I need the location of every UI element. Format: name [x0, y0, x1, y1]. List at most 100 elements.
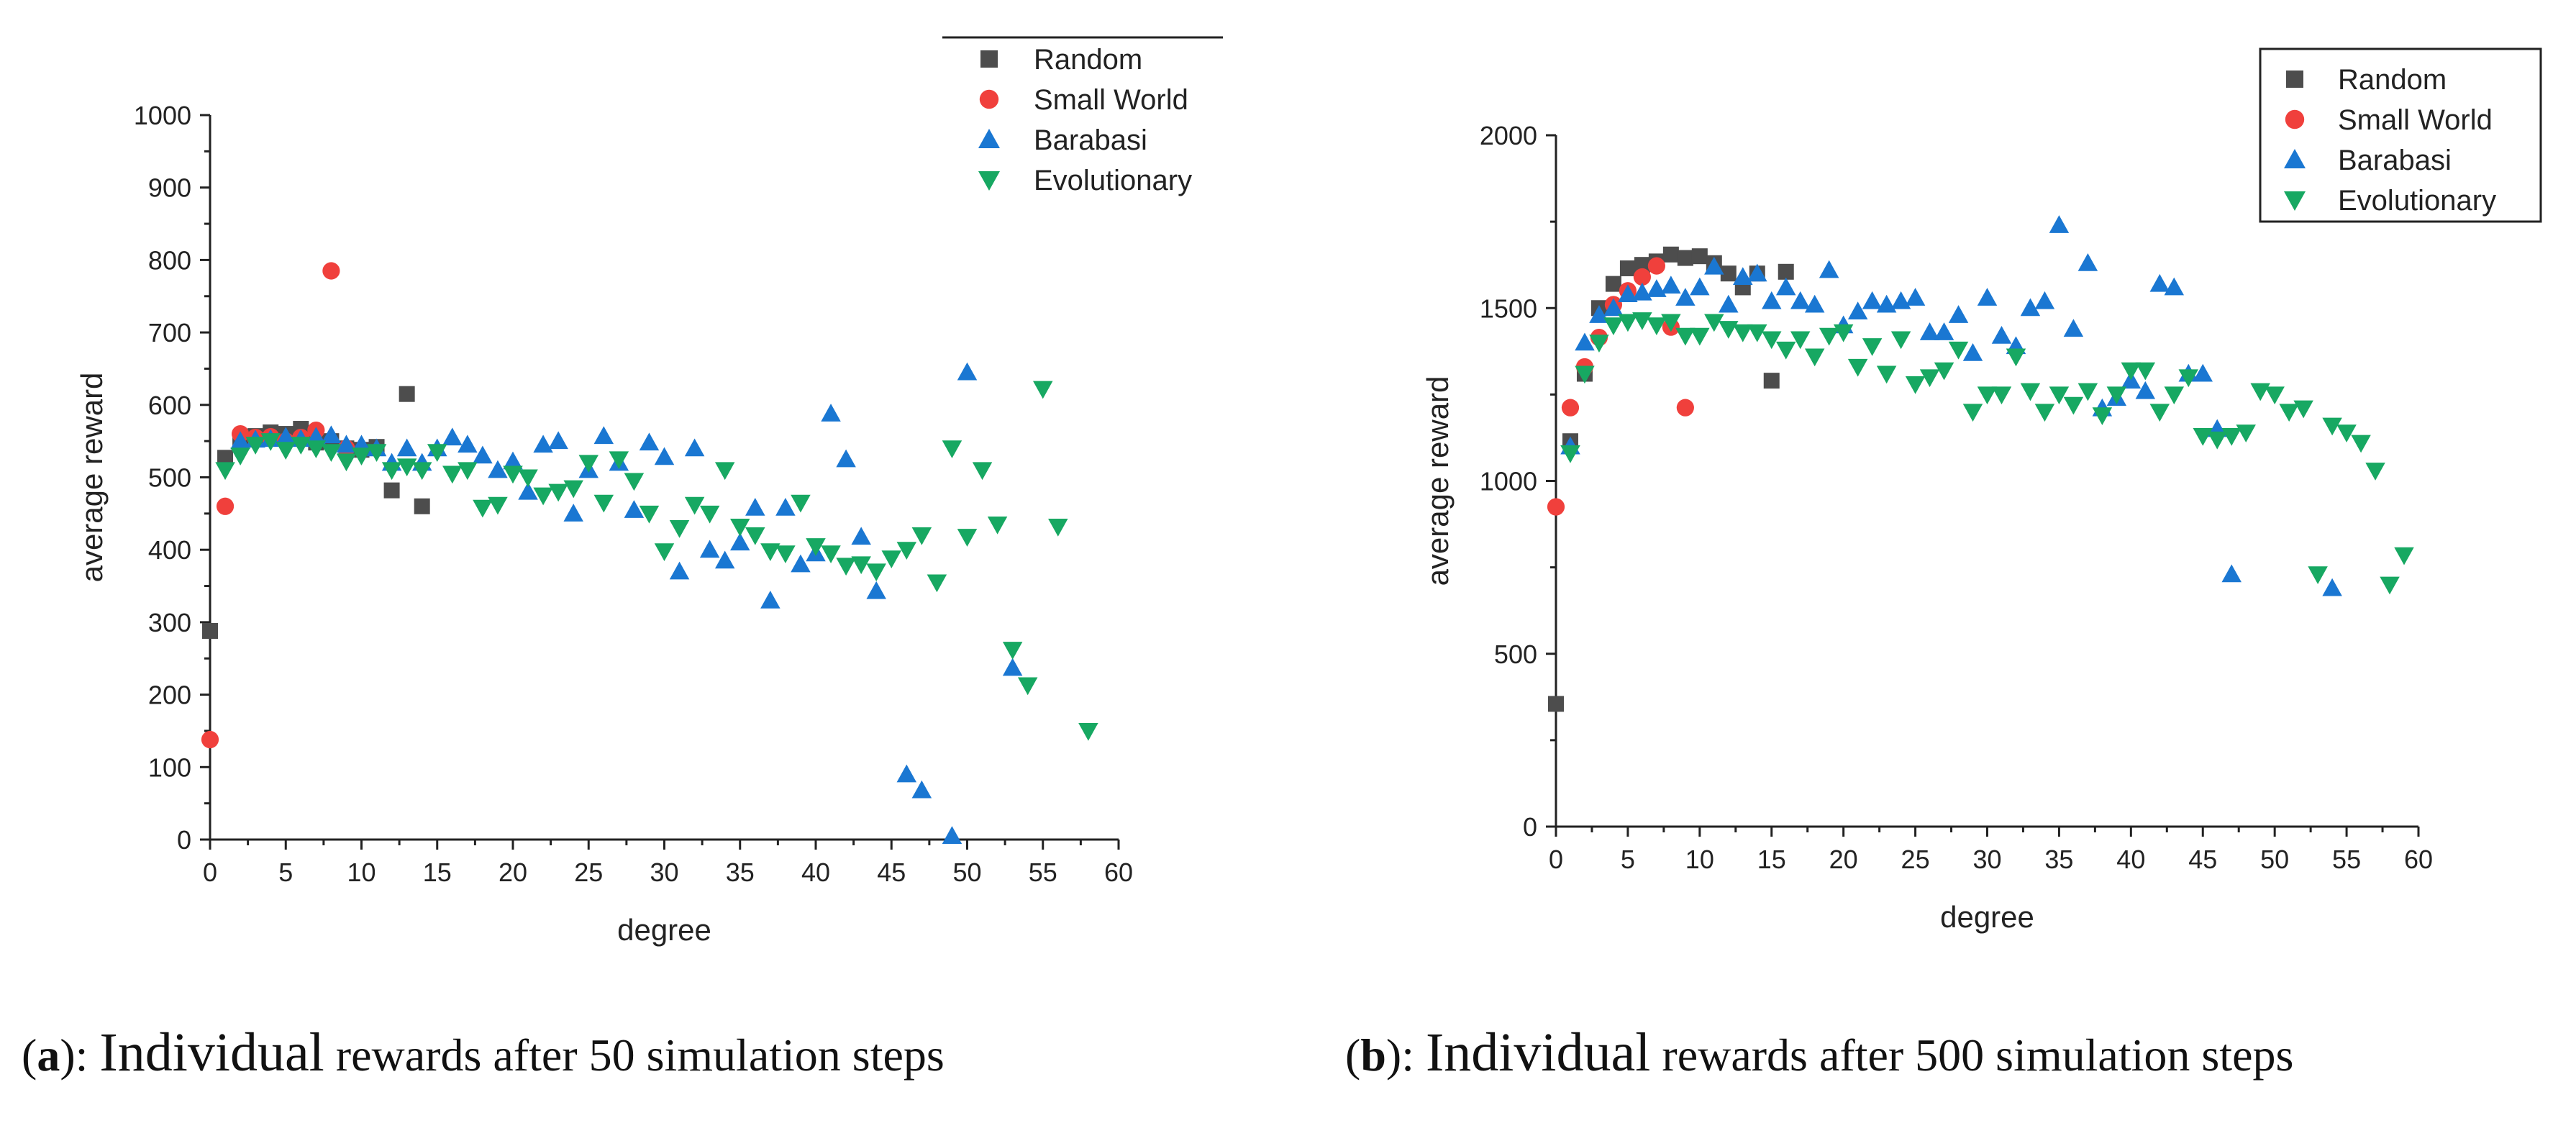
point-evolutionary	[1948, 341, 1969, 360]
point-barabasi	[2164, 277, 2185, 296]
point-evolutionary	[458, 462, 478, 481]
point-evolutionary	[1733, 324, 1753, 342]
point-evolutionary	[2236, 424, 2256, 442]
point-random	[217, 450, 234, 466]
x-tick-label: 45	[2188, 845, 2217, 874]
point-barabasi	[714, 550, 735, 569]
point-small-world	[1547, 498, 1565, 516]
point-barabasi	[911, 780, 932, 799]
y-axis-title: average reward	[1421, 376, 1455, 586]
point-evolutionary	[215, 462, 235, 481]
point-evolutionary	[1862, 338, 1883, 356]
point-barabasi	[1819, 260, 1839, 278]
caption-a-word: Individual	[99, 1022, 324, 1083]
point-evolutionary	[1661, 314, 1681, 332]
point-random	[1677, 250, 1693, 266]
point-evolutionary	[2164, 386, 2185, 405]
point-random	[1634, 257, 1650, 273]
point-evolutionary	[2063, 396, 2084, 415]
point-small-world	[322, 262, 340, 280]
caption-b-close: ):	[1385, 1029, 1414, 1081]
point-barabasi	[503, 451, 523, 470]
point-evolutionary	[442, 465, 463, 484]
x-tick-label: 5	[278, 858, 293, 887]
point-evolutionary	[609, 451, 629, 470]
point-barabasi	[1719, 294, 1739, 313]
y-tick-label: 400	[148, 535, 191, 565]
point-barabasi	[2077, 253, 2098, 271]
point-evolutionary	[245, 437, 265, 455]
point-barabasi	[473, 445, 493, 464]
point-evolutionary	[1991, 386, 2012, 405]
point-evolutionary	[1632, 312, 1652, 330]
point-barabasi	[1618, 284, 1638, 303]
point-evolutionary	[2380, 576, 2400, 595]
point-evolutionary	[1890, 331, 1911, 350]
chart-b: 0 5 10 15 20 25 30 35 40 45 50 55 60 0 500 1000 1500 2000…	[1421, 47, 2542, 934]
point-evolutionary	[745, 527, 765, 545]
point-evolutionary	[473, 499, 493, 518]
legend-marker-barabasi	[978, 129, 1000, 148]
legend-label-random: Random	[1034, 44, 1142, 76]
point-barabasi	[2149, 273, 2170, 292]
point-evolutionary	[1977, 386, 1998, 405]
point-random	[1619, 260, 1636, 276]
point-barabasi	[1762, 291, 1782, 309]
point-evolutionary	[2006, 348, 2026, 367]
point-evolutionary	[896, 542, 917, 560]
point-evolutionary	[1078, 722, 1098, 741]
x-tick-label: 10	[1685, 845, 1714, 874]
point-barabasi	[276, 427, 296, 445]
point-evolutionary	[639, 505, 660, 524]
point-evolutionary	[578, 455, 599, 473]
point-small-world	[216, 497, 235, 515]
point-barabasi	[1804, 294, 1825, 313]
point-evolutionary	[684, 496, 705, 515]
point-barabasi	[2049, 215, 2070, 233]
point-barabasi	[760, 590, 780, 609]
point-evolutionary	[1560, 445, 1580, 463]
point-barabasi	[306, 427, 327, 445]
caption-b-word: Individual	[1426, 1022, 1651, 1083]
point-random	[1691, 248, 1708, 265]
legend-label-small-world: Small World	[2338, 104, 2493, 136]
point-evolutionary	[2135, 362, 2156, 381]
point-barabasi	[230, 431, 250, 450]
point-barabasi	[791, 554, 811, 573]
point-evolutionary	[1919, 369, 1940, 388]
point-evolutionary	[806, 538, 826, 556]
point-evolutionary	[1048, 518, 1068, 537]
point-barabasi	[957, 362, 978, 381]
point-evolutionary	[1704, 314, 1724, 332]
point-evolutionary	[548, 483, 568, 502]
point-evolutionary	[427, 444, 447, 463]
point-barabasi	[1962, 342, 1983, 361]
point-evolutionary	[1876, 365, 1897, 384]
y-tick-label: 500	[148, 463, 191, 493]
point-barabasi	[2221, 564, 2242, 583]
point-evolutionary	[1847, 358, 1868, 377]
point-barabasi	[396, 438, 417, 457]
point-evolutionary	[775, 545, 796, 563]
caption-a: (a): Individual rewards after 50 simulat…	[22, 1022, 945, 1084]
legend-marker-random	[980, 50, 998, 68]
point-barabasi	[533, 435, 553, 453]
point-evolutionary	[972, 462, 993, 481]
point-evolutionary	[1819, 327, 1839, 346]
point-barabasi	[321, 425, 342, 444]
point-evolutionary	[2149, 404, 2170, 422]
point-evolutionary	[1833, 324, 1854, 342]
y-tick-label: 0	[177, 825, 191, 855]
point-evolutionary	[291, 437, 311, 455]
point-evolutionary	[2034, 404, 2055, 422]
point-barabasi	[624, 500, 645, 518]
point-evolutionary	[654, 543, 675, 561]
point-evolutionary	[2279, 404, 2299, 422]
x-tick-label: 25	[574, 858, 603, 887]
legend-marker-evolutionary	[978, 171, 1000, 191]
point-evolutionary	[1762, 331, 1782, 350]
caption-a-letter: a	[37, 1029, 60, 1081]
point-barabasi	[2193, 363, 2213, 382]
point-evolutionary	[791, 494, 811, 513]
point-evolutionary	[230, 447, 250, 466]
